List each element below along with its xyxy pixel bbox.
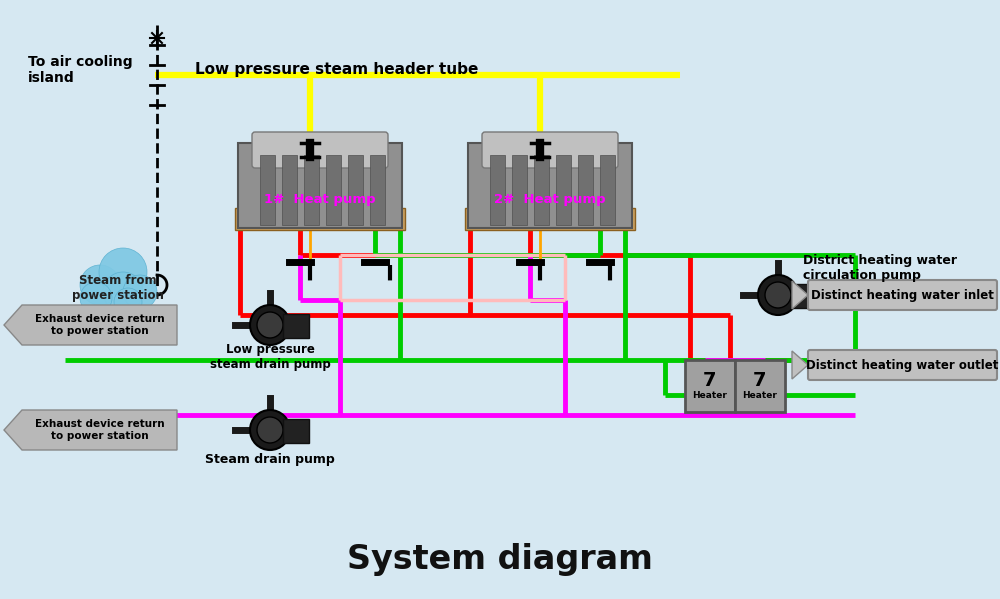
Text: Exhaust device return
to power station: Exhaust device return to power station xyxy=(35,314,164,336)
Circle shape xyxy=(103,272,143,312)
Text: Low pressure
steam drain pump: Low pressure steam drain pump xyxy=(210,343,330,371)
FancyBboxPatch shape xyxy=(791,284,817,308)
FancyBboxPatch shape xyxy=(578,155,593,225)
Polygon shape xyxy=(792,351,808,379)
Text: Distinct heating water inlet: Distinct heating water inlet xyxy=(811,289,994,301)
Circle shape xyxy=(80,282,112,314)
Circle shape xyxy=(80,265,120,305)
FancyBboxPatch shape xyxy=(282,155,297,225)
FancyBboxPatch shape xyxy=(468,143,632,228)
FancyBboxPatch shape xyxy=(283,419,309,443)
Text: Low pressure steam header tube: Low pressure steam header tube xyxy=(195,62,478,77)
FancyBboxPatch shape xyxy=(252,132,388,168)
FancyBboxPatch shape xyxy=(534,155,549,225)
Text: Steam drain pump: Steam drain pump xyxy=(205,453,335,466)
Text: 1#  Heat pump: 1# Heat pump xyxy=(264,193,376,207)
Text: 2#  Heat pump: 2# Heat pump xyxy=(494,193,606,207)
Text: Heater: Heater xyxy=(743,391,777,400)
Circle shape xyxy=(114,288,142,316)
Text: Heater: Heater xyxy=(693,391,727,400)
FancyBboxPatch shape xyxy=(685,360,735,412)
FancyBboxPatch shape xyxy=(326,155,341,225)
Circle shape xyxy=(257,312,283,338)
FancyBboxPatch shape xyxy=(260,155,275,225)
FancyBboxPatch shape xyxy=(556,155,571,225)
Polygon shape xyxy=(4,305,177,345)
Circle shape xyxy=(257,417,283,443)
FancyBboxPatch shape xyxy=(482,132,618,168)
Text: District heating water
circulation pump: District heating water circulation pump xyxy=(803,254,957,282)
FancyBboxPatch shape xyxy=(600,155,615,225)
FancyBboxPatch shape xyxy=(808,280,997,310)
FancyBboxPatch shape xyxy=(512,155,527,225)
FancyBboxPatch shape xyxy=(238,143,402,228)
Circle shape xyxy=(99,248,147,296)
Circle shape xyxy=(758,275,798,315)
Polygon shape xyxy=(4,410,177,450)
FancyBboxPatch shape xyxy=(465,208,635,230)
Circle shape xyxy=(123,275,157,309)
FancyBboxPatch shape xyxy=(348,155,363,225)
FancyBboxPatch shape xyxy=(490,155,505,225)
Text: Distinct heating water outlet: Distinct heating water outlet xyxy=(806,358,999,371)
Circle shape xyxy=(250,305,290,345)
Text: System diagram: System diagram xyxy=(347,543,653,576)
Circle shape xyxy=(765,282,791,308)
Text: Exhaust device return
to power station: Exhaust device return to power station xyxy=(35,419,164,441)
FancyBboxPatch shape xyxy=(808,350,997,380)
Text: To air cooling
island: To air cooling island xyxy=(28,55,133,85)
FancyBboxPatch shape xyxy=(235,208,405,230)
Polygon shape xyxy=(792,281,808,309)
FancyBboxPatch shape xyxy=(283,314,309,338)
Circle shape xyxy=(250,410,290,450)
Text: 7: 7 xyxy=(703,371,717,389)
FancyBboxPatch shape xyxy=(304,155,319,225)
FancyBboxPatch shape xyxy=(370,155,385,225)
FancyBboxPatch shape xyxy=(735,360,785,412)
Text: 7: 7 xyxy=(753,371,767,389)
Text: Steam from
power station: Steam from power station xyxy=(72,274,164,302)
